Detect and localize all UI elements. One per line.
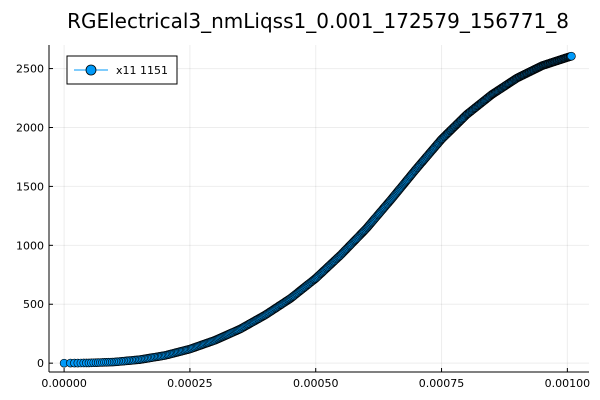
x-tick-label: 0.00100 <box>545 377 591 390</box>
x-tick-label: 0.00025 <box>167 377 213 390</box>
grid-lines <box>49 45 589 372</box>
y-tick-label: 2500 <box>16 63 44 76</box>
x-tick-label: 0.00000 <box>41 377 87 390</box>
data-points <box>59 51 576 368</box>
y-tick-label: 1000 <box>16 239 44 252</box>
legend: x11 1151 <box>66 55 178 85</box>
chart-title: RGElectrical3_nmLiqss1_0.001_172579_1567… <box>67 9 569 33</box>
y-tick-label: 1500 <box>16 180 44 193</box>
y-tick-label: 2000 <box>16 121 44 134</box>
legend-marker <box>85 64 97 76</box>
data-point <box>567 51 576 61</box>
y-tick-label: 500 <box>23 298 44 311</box>
x-tick-label: 0.00050 <box>293 377 339 390</box>
legend-label: x11 1151 <box>116 64 168 77</box>
axes <box>48 45 589 373</box>
y-tick-label: 0 <box>37 357 44 370</box>
x-tick-label: 0.00075 <box>419 377 465 390</box>
tick-labels: 0.00000 0.00025 0.00050 0.00075 0.00100 0 500 1… <box>16 63 590 390</box>
